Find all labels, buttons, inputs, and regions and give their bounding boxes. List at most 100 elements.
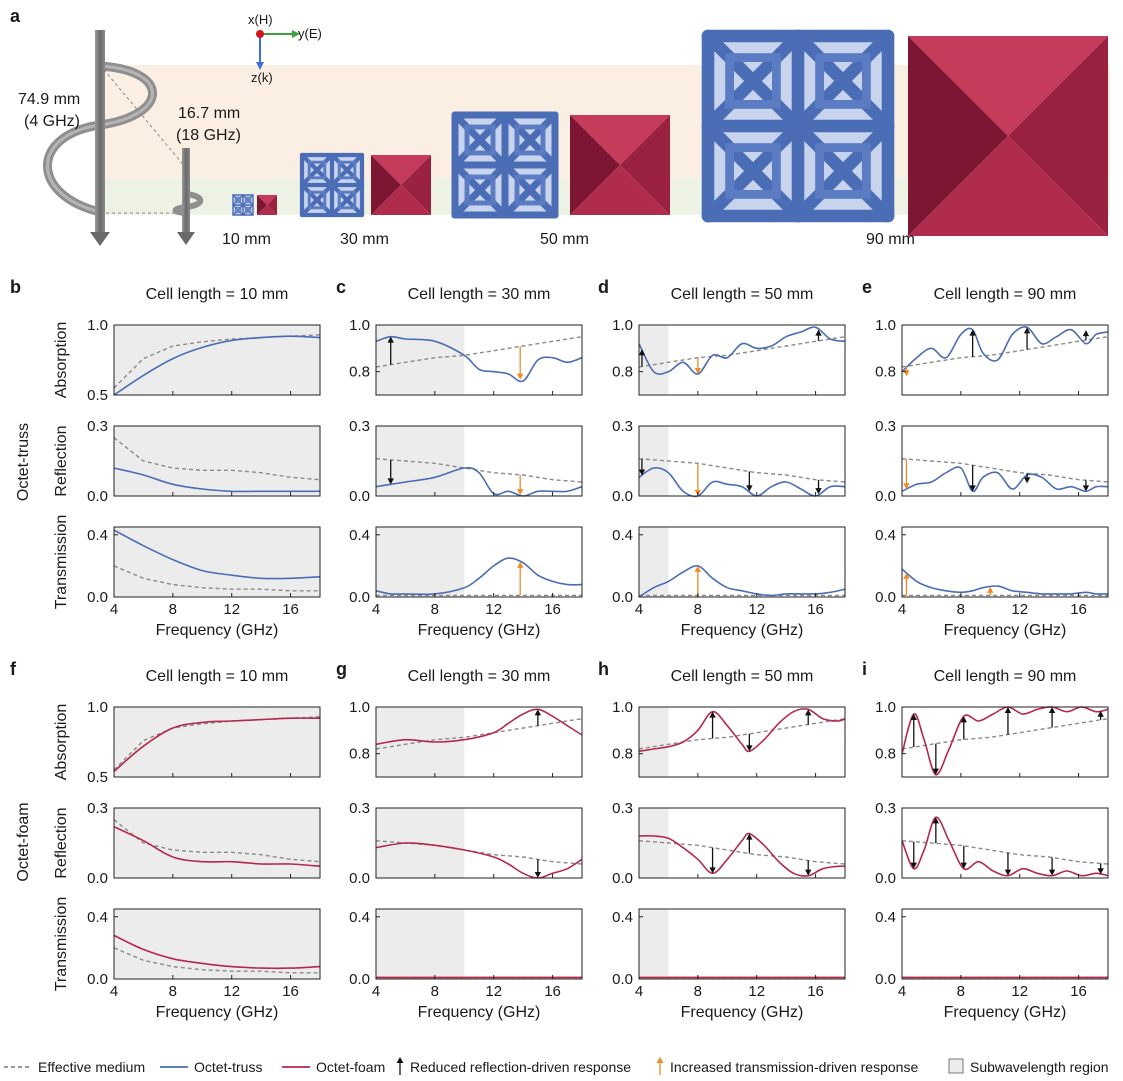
x-tick-label: 8 (957, 983, 965, 1000)
reduced-reflection-arrow (805, 860, 812, 876)
panel-h: h Cell length = 50 mm 0.8 1.0 0.0 0.3 0.0 0.4 4 8… (598, 659, 846, 1021)
subwavelength-region (639, 325, 669, 395)
subplot-g-absorption: 0.8 1.0 (349, 699, 583, 778)
reduced-reflection-arrow (1023, 473, 1031, 484)
truss-absorption-line (375, 335, 583, 383)
y-axis-label-reflection: Reflection (53, 425, 70, 496)
y-tick-label: 0.0 (612, 870, 633, 887)
y-tick-label: 0.0 (87, 488, 108, 505)
reduced-reflection-arrow (1023, 327, 1031, 350)
truss-cell-30-icon-strut (299, 152, 335, 188)
x-tick-label: 16 (1070, 601, 1087, 618)
truss-cell-50-icon-strut (501, 161, 559, 219)
reduced-reflection-arrow (387, 336, 394, 365)
size-label-10: 10 mm (222, 231, 271, 248)
truss-cell-30-icon-strut (299, 182, 335, 218)
subplot-h-reflection: 0.0 0.3 (612, 800, 846, 887)
plot-frame (113, 526, 321, 598)
x-axis-label-h: Frequency (GHz) (681, 1004, 804, 1021)
truss-cell-90-icon-strut (791, 29, 895, 133)
reduced-reflection-arrow (1082, 480, 1090, 492)
truss-cell-30-icon-inner (337, 190, 357, 210)
plot-frame (113, 908, 321, 980)
truss-cell-50-icon-strut (451, 111, 509, 169)
arrow-head (969, 329, 976, 336)
truss-absorption-line (638, 326, 846, 375)
plot-frame (113, 425, 321, 497)
arrow-head (903, 572, 910, 579)
arrow-head (746, 745, 753, 752)
arrow-head (709, 867, 716, 874)
x-tick-label: 12 (748, 601, 765, 618)
subwavelength-region (114, 426, 320, 496)
x-axis-label-g: Frequency (GHz) (418, 1004, 541, 1021)
unit-cell-renderings (232, 29, 1108, 236)
plot-frame (375, 526, 583, 598)
x-tick-label: 8 (431, 983, 439, 1000)
y-tick-label: 0.0 (87, 589, 108, 606)
foam-reflection-line (901, 816, 1109, 877)
y-tick-label: 0.0 (875, 488, 896, 505)
arrow-head (638, 469, 646, 476)
reduced-reflection-arrow (1097, 863, 1104, 875)
y-tick-label: 0.0 (349, 589, 370, 606)
truss-cell-10-icon-strut (242, 204, 254, 216)
increased-transmission-arrow (694, 565, 702, 596)
subwavelength-region (639, 426, 669, 496)
arrow-head (910, 714, 917, 720)
reduced-reflection-arrow (709, 711, 716, 739)
arrow-head (709, 711, 716, 718)
truss-reflection-line (113, 467, 320, 493)
panel-g: g Cell length = 30 mm 0.8 1.0 0.0 0.3 0.0 0.4 4 8… (336, 659, 583, 1021)
plot-frame (375, 425, 583, 497)
increased-transmission-arrow (517, 346, 524, 380)
panel-title-b: Cell length = 10 mm (146, 286, 289, 303)
foam-cell-30-icon-face (371, 155, 401, 215)
y-tick-label: 1.0 (349, 699, 370, 716)
plot-frame (638, 425, 846, 497)
reduced-reflection-arrow (960, 845, 967, 869)
subplot-d-transmission: 0.0 0.4 4 8 12 16 (612, 526, 846, 618)
reduced-reflection-arrow (969, 329, 976, 357)
panel-title-e: Cell length = 90 mm (934, 286, 1077, 303)
y-tick-label: 0.3 (349, 418, 370, 435)
reduced-reflection-arrow (815, 479, 822, 495)
foam-absorption-line (901, 706, 1109, 776)
reduced-reflection-arrow (638, 349, 646, 367)
y-tick-label: 0.0 (87, 870, 108, 887)
truss-cell-50-icon-inner (464, 124, 496, 156)
truss-cell-50-icon-strut (451, 161, 509, 219)
reduced-reflection-arrow (805, 709, 812, 725)
reduced-reflection-arrow (638, 458, 646, 476)
y-tick-label: 1.0 (875, 699, 896, 716)
y-tick-label: 0.0 (875, 971, 896, 988)
increased-transmission-arrow (987, 586, 994, 596)
arrow-head (969, 485, 976, 492)
subplot-b-transmission: 0.0 0.4 4 8 12 16 Transmission (53, 515, 321, 618)
y-tick-label: 0.4 (612, 527, 633, 544)
arrow-head (534, 872, 542, 878)
foam-cell-50-icon-face (570, 165, 670, 215)
increased-transmission-arrow (517, 561, 524, 596)
axis-z-label: z(k) (251, 70, 273, 85)
truss-transmission-line (901, 568, 1109, 595)
subplot-b-absorption: 0.5 1.0 Absorption (53, 317, 321, 404)
truss-cell-10-icon-strut (232, 194, 244, 206)
effective-medium-line (901, 336, 1109, 368)
plot-frame (113, 324, 321, 396)
foam-reflection-line (375, 842, 583, 879)
y-tick-label: 0.0 (349, 870, 370, 887)
truss-cell-10-icon-inner (244, 206, 252, 214)
y-tick-label: 0.3 (349, 800, 370, 817)
arrow-head (694, 368, 702, 374)
truss-cell-50-icon-inner (464, 174, 496, 206)
foam-cell-90-icon-face (1008, 36, 1108, 236)
subplot-e-transmission: 0.0 0.4 4 8 12 16 (875, 526, 1109, 618)
plot-frame (638, 706, 846, 778)
arrow-head (1004, 869, 1012, 876)
arrow-head (987, 586, 994, 593)
plot-frame (638, 526, 846, 598)
foam-cell-30-icon (371, 155, 431, 215)
subplot-c-absorption: 0.8 1.0 (349, 317, 583, 396)
x-tick-label: 16 (1070, 983, 1087, 1000)
